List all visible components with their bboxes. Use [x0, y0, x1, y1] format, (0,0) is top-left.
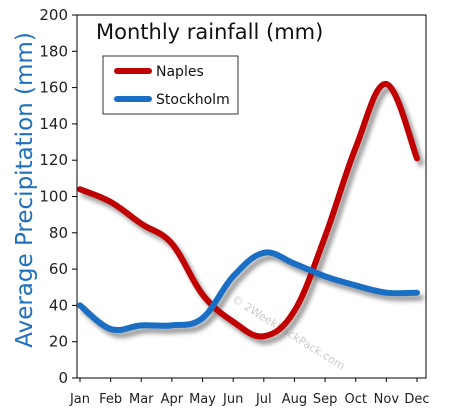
x-tick-label: May — [189, 392, 216, 407]
x-tick-label: Dec — [404, 392, 429, 407]
x-tick-label: Mar — [129, 392, 154, 407]
x-tick-label: Sep — [313, 392, 338, 407]
x-tick-label: Apr — [161, 392, 184, 407]
series-shadow-stockholm — [81, 254, 424, 339]
y-tick-label: 140 — [39, 115, 68, 133]
x-tick-label: Nov — [374, 392, 400, 407]
y-tick-label: 20 — [49, 333, 68, 351]
y-tick-label: 120 — [39, 151, 68, 169]
series-line-naples — [77, 80, 420, 340]
y-tick-label: 200 — [39, 6, 68, 24]
legend-items: Naples Stockholm — [114, 64, 230, 108]
legend-box — [102, 55, 239, 115]
series-line-stockholm — [77, 249, 420, 334]
legend-label-stockholm: Stockholm — [156, 92, 230, 108]
legend: Naples Stockholm — [102, 55, 239, 115]
chart-title: Monthly rainfall (mm) — [96, 20, 323, 44]
x-tick-label: Aug — [282, 392, 307, 407]
x-tick-label: Jan — [69, 392, 90, 407]
y-axis-label: Average Precipitation (mm) — [12, 32, 38, 348]
x-axis-ticks: Jan Feb Mar Apr May Jun Jul Aug Sep Oct Nov Dec — [69, 378, 430, 407]
y-tick-label: 60 — [49, 260, 68, 278]
y-axis-ticks: 0 20 40 60 80 100 120 140 160 180 200 — [39, 6, 77, 387]
y-tick-label: 0 — [58, 369, 68, 387]
y-tick-label: 40 — [49, 296, 68, 314]
x-tick-label: Jun — [222, 392, 243, 407]
y-tick-label: 80 — [49, 224, 68, 242]
x-tick-label: Jul — [255, 392, 272, 407]
series-lines — [77, 80, 420, 340]
x-tick-label: Feb — [99, 392, 122, 407]
x-tick-label: Oct — [344, 392, 366, 407]
legend-label-naples: Naples — [156, 64, 204, 80]
y-tick-label: 180 — [39, 42, 68, 60]
y-tick-label: 160 — [39, 79, 68, 97]
y-tick-label: 100 — [39, 188, 68, 206]
